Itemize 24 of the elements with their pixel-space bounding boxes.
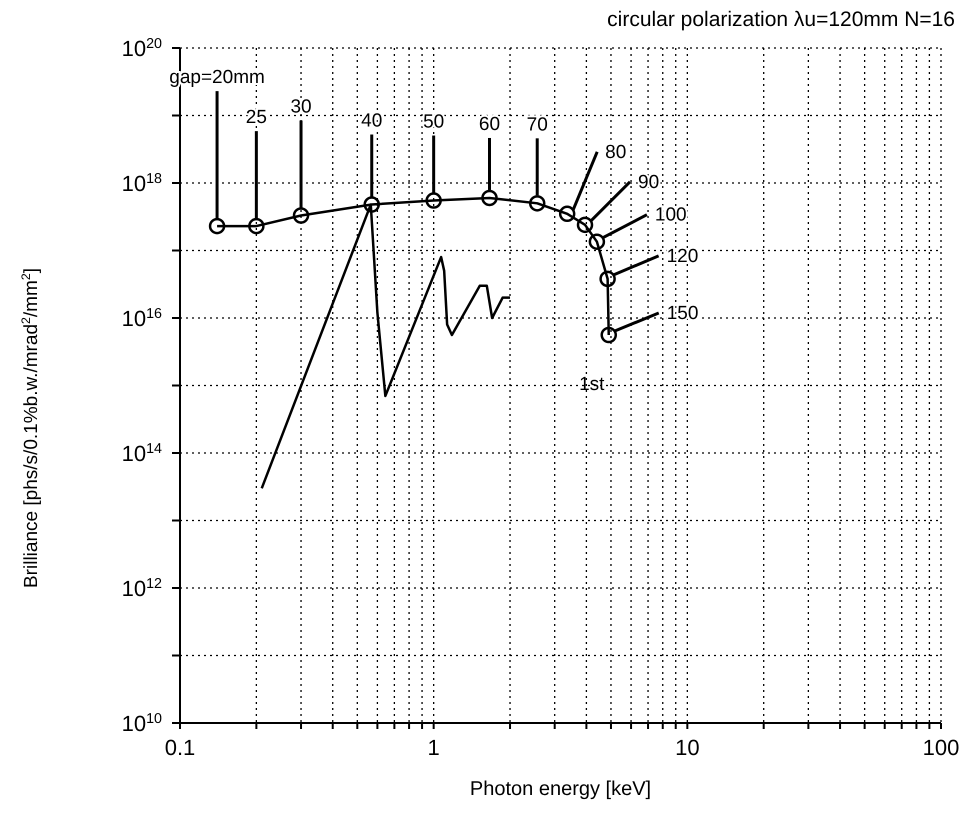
x-tick-label: 10 — [675, 735, 700, 760]
annotation: 25 — [246, 107, 267, 128]
annotation: 150 — [666, 302, 698, 324]
x-tick-label: 0.1 — [164, 735, 196, 760]
y-tick-label: 10$^{14}$ — [122, 441, 162, 466]
y-tick-label: 10$^{16}$ — [122, 306, 162, 331]
y-tick-label: 10$^{20}$ — [122, 36, 162, 61]
annotation: 40 — [361, 110, 382, 132]
y-tick-label: 10$^{10}$ — [122, 711, 162, 736]
x-tick-label: 1 — [428, 735, 440, 760]
x-tick-label: 100 — [922, 735, 960, 760]
annotation: 70 — [526, 114, 548, 136]
y-tick-label: 10$^{18}$ — [122, 171, 162, 196]
annotation: 90 — [638, 172, 660, 193]
chart-title: circular polarization λu=120mm N=16 — [607, 8, 955, 31]
annotation: 100 — [654, 204, 687, 226]
annotation: 80 — [605, 142, 626, 163]
annotation: 60 — [478, 114, 500, 135]
y-tick-label: 10$^{12}$ — [122, 576, 162, 601]
annotation: 50 — [423, 112, 444, 133]
series-label: 1st — [579, 374, 606, 395]
x-axis-title: Photon energy [keV] — [470, 778, 652, 800]
annotation: 30 — [290, 96, 312, 118]
annotation: 120 — [666, 246, 698, 267]
